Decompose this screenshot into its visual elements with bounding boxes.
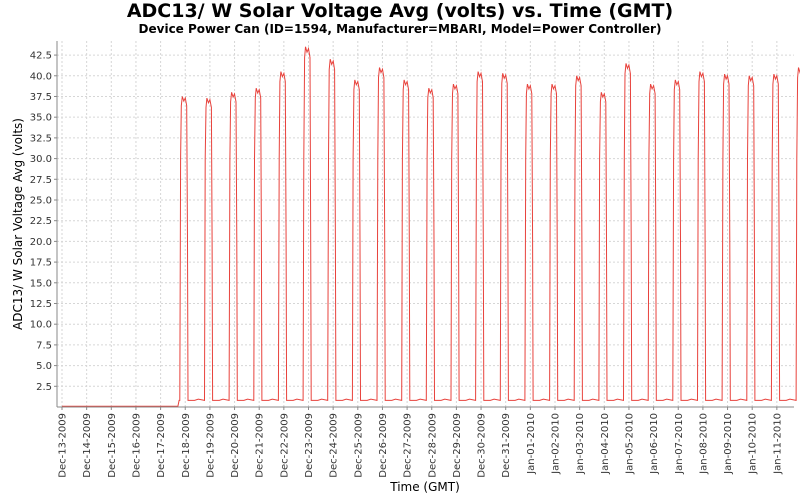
x-tick-label: Jan-07-2010 bbox=[674, 413, 685, 475]
y-axis-label: ADC13/ W Solar Voltage Avg (volts) bbox=[11, 118, 25, 330]
series-group bbox=[62, 46, 800, 407]
x-tick-label: Jan-04-2010 bbox=[600, 413, 611, 475]
x-tick-label: Dec-23-2009 bbox=[304, 413, 315, 478]
chart-title: ADC13/ W Solar Voltage Avg (volts) vs. T… bbox=[126, 0, 674, 22]
y-tick-label: 7.5 bbox=[36, 340, 52, 351]
x-tick-label: Dec-28-2009 bbox=[427, 413, 438, 478]
y-tick-label: 40.0 bbox=[30, 71, 52, 82]
x-tick-label: Dec-29-2009 bbox=[452, 413, 463, 478]
x-tick-label: Jan-01-2010 bbox=[526, 413, 537, 475]
y-tick-label: 2.5 bbox=[36, 382, 52, 393]
x-tick-label: Dec-13-2009 bbox=[58, 413, 69, 478]
x-tick-label: Dec-26-2009 bbox=[378, 413, 389, 478]
x-tick-label: Dec-16-2009 bbox=[131, 413, 142, 478]
x-tick-label: Dec-14-2009 bbox=[82, 413, 93, 478]
x-tick-label: Dec-19-2009 bbox=[205, 413, 216, 478]
y-ticks: 2.5 5.0 7.5 10.0 12.5 15.0 17.5 20.0 22.5 25.0 27.… bbox=[30, 51, 57, 393]
x-tick-label: Dec-31-2009 bbox=[501, 413, 512, 478]
x-axis-label: Time (GMT) bbox=[389, 480, 460, 494]
x-tick-label: Dec-22-2009 bbox=[279, 413, 290, 478]
x-tick-label: Dec-25-2009 bbox=[353, 413, 364, 478]
x-tick-label: Jan-02-2010 bbox=[551, 413, 562, 475]
y-tick-label: 12.5 bbox=[30, 299, 52, 310]
x-tick-label: Jan-05-2010 bbox=[624, 413, 635, 475]
y-tick-label: 25.0 bbox=[30, 195, 52, 206]
series-line bbox=[62, 46, 800, 407]
x-tick-label: Jan-08-2010 bbox=[698, 413, 709, 475]
chart-subtitle: Device Power Can (ID=1594, Manufacturer=… bbox=[138, 22, 662, 36]
x-tick-label: Dec-27-2009 bbox=[403, 413, 414, 478]
x-tick-label: Jan-06-2010 bbox=[649, 413, 660, 475]
gridlines bbox=[57, 41, 794, 407]
x-tick-label: Dec-17-2009 bbox=[156, 413, 167, 478]
x-tick-label: Dec-21-2009 bbox=[255, 413, 266, 478]
x-tick-label: Dec-20-2009 bbox=[230, 413, 241, 478]
x-tick-label: Dec-18-2009 bbox=[181, 413, 192, 478]
x-ticks: Dec-13-2009 Dec-14-2009 Dec-15-2009 Dec-16-… bbox=[58, 407, 783, 478]
y-tick-label: 27.5 bbox=[30, 175, 52, 186]
y-tick-label: 37.5 bbox=[30, 92, 52, 103]
x-tick-label: Jan-09-2010 bbox=[723, 413, 734, 475]
y-tick-label: 20.0 bbox=[30, 237, 52, 248]
x-tick-label: Dec-24-2009 bbox=[329, 413, 340, 478]
y-tick-label: 17.5 bbox=[30, 258, 52, 269]
y-tick-label: 15.0 bbox=[30, 278, 52, 289]
y-tick-label: 32.5 bbox=[30, 133, 52, 144]
x-tick-label: Jan-11-2010 bbox=[772, 413, 783, 475]
x-tick-label: Dec-15-2009 bbox=[107, 413, 118, 478]
y-tick-label: 35.0 bbox=[30, 113, 52, 124]
y-tick-label: 22.5 bbox=[30, 216, 52, 227]
y-tick-label: 42.5 bbox=[30, 51, 52, 62]
x-tick-label: Dec-30-2009 bbox=[477, 413, 488, 478]
x-tick-label: Jan-10-2010 bbox=[748, 413, 759, 475]
plot-background bbox=[57, 41, 794, 407]
y-tick-label: 10.0 bbox=[30, 320, 52, 331]
y-tick-label: 30.0 bbox=[30, 154, 52, 165]
x-tick-label: Jan-03-2010 bbox=[575, 413, 586, 475]
y-tick-label: 5.0 bbox=[36, 361, 52, 372]
